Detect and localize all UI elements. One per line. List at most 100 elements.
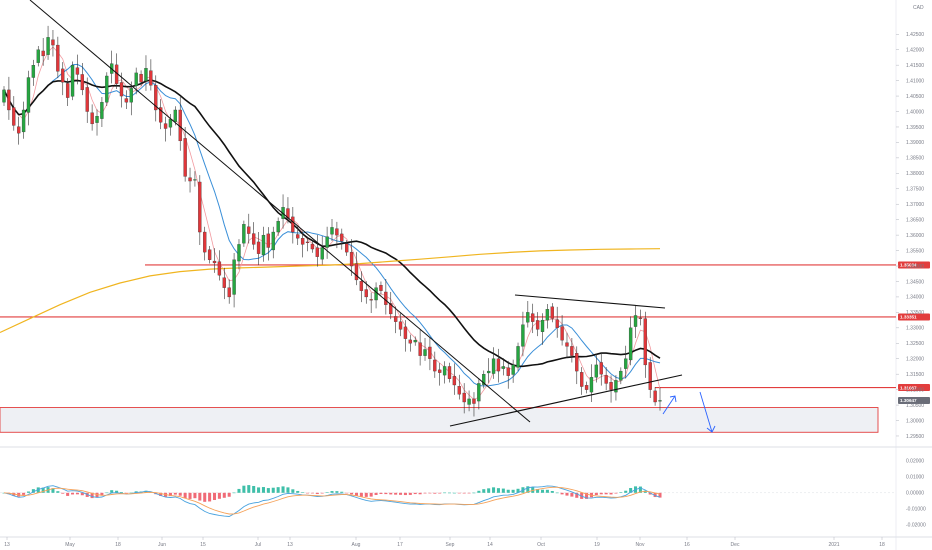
macd-histogram-bar (614, 492, 618, 494)
macd-histogram-bar (565, 492, 569, 496)
macd-histogram-bar (540, 489, 545, 493)
bullish-candle (193, 179, 197, 181)
time-tick-label: 2021 (828, 542, 839, 548)
macd-histogram-bar (526, 486, 530, 493)
macd-histogram-bar (462, 492, 466, 494)
bearish-candle (584, 385, 589, 390)
macd-histogram-bar (129, 492, 133, 494)
horizontal-levels: 1.35034 1.33351 1.31067 1.30647 (0, 261, 930, 405)
bearish-candle (291, 216, 295, 233)
macd-histogram-bar (232, 492, 236, 494)
macd-histogram-bar (208, 492, 212, 502)
bearish-candle (247, 226, 251, 234)
macd-histogram-bar (242, 485, 246, 493)
macd-histogram-bar (310, 492, 314, 494)
macd-histogram-bar (198, 492, 202, 501)
bearish-candle (379, 285, 383, 291)
moving-averages (0, 46, 661, 401)
bullish-candle (442, 366, 447, 376)
bullish-candle (477, 383, 481, 402)
bearish-candle (462, 392, 466, 403)
bearish-candle (354, 263, 359, 281)
arrow-head-down (706, 425, 716, 433)
bearish-candle (447, 366, 452, 379)
bearish-candle (403, 326, 408, 339)
bullish-candle (173, 109, 178, 122)
bearish-candle (408, 339, 412, 344)
macd-histogram-bar (66, 492, 70, 496)
price-tick-label: 1.38500 (906, 156, 924, 162)
price-tick-label: 1.38000 (906, 171, 924, 177)
bearish-candle (222, 277, 226, 288)
macd-histogram-bar (506, 489, 510, 493)
macd-histogram-bar (619, 492, 623, 493)
macd-histogram-bar (281, 486, 285, 493)
macd-histogram-bar (364, 492, 368, 497)
bullish-candle (614, 380, 618, 393)
macd-histogram-bar (472, 492, 476, 494)
macd-histogram-bar (487, 488, 491, 493)
macd-histogram-bar (536, 489, 540, 493)
bearish-candle (149, 70, 153, 86)
bearish-candle (217, 261, 222, 276)
price-tick-label: 1.40500 (906, 94, 924, 100)
bullish-candle (26, 77, 31, 113)
macd-histogram-bar (492, 487, 496, 493)
macd-histogram-bar (159, 492, 163, 496)
bullish-candle (144, 68, 148, 82)
macd-histogram-bar (315, 492, 319, 495)
bullish-candle (486, 370, 491, 374)
bullish-candle (594, 364, 599, 378)
bullish-candle (374, 287, 378, 301)
bullish-candle (628, 327, 633, 361)
bearish-candle (648, 362, 652, 390)
current-price-tag (898, 397, 930, 405)
bearish-candle (438, 369, 442, 373)
bearish-candle (335, 228, 339, 236)
macd-histogram-bar (511, 489, 515, 493)
macd-histogram-bar (203, 492, 207, 502)
bullish-candle (325, 236, 329, 248)
macd-tick-label: -0.02000 (906, 523, 926, 529)
level-price-label: 1.35034 (900, 263, 917, 268)
macd-histogram-bar (144, 490, 148, 493)
bullish-candle (36, 49, 40, 63)
macd-histogram-bar (75, 492, 79, 495)
bearish-candle (7, 89, 11, 111)
level-price-tag (898, 313, 930, 321)
macd-histogram-bar (624, 490, 628, 493)
bearish-candle (550, 306, 554, 319)
bearish-candle (359, 281, 364, 291)
bullish-candle (46, 37, 50, 55)
macd-histogram-bar (604, 492, 608, 495)
currency-label: CAD (913, 5, 924, 11)
bearish-candle (398, 321, 403, 330)
price-tick-label: 1.39500 (906, 125, 924, 131)
bullish-candle (105, 75, 109, 103)
time-tick-label: Dec (731, 542, 740, 548)
macd-histogram-bar (217, 492, 221, 499)
level-price-label: 1.31067 (900, 385, 917, 390)
macd-histogram-bar (629, 487, 633, 493)
price-tick-label: 1.34500 (906, 279, 924, 285)
macd-histogram-bar (36, 487, 40, 493)
current-price-label: 1.30647 (900, 398, 917, 403)
bullish-candle (516, 346, 520, 368)
macd-panel (0, 485, 896, 517)
bearish-candle (158, 107, 163, 123)
price-axis: 1.42500 1.42000 1.41500 1.41000 1.40500 1.400… (896, 32, 926, 529)
bullish-candle (320, 247, 324, 260)
bearish-candle (393, 316, 398, 322)
macd-histogram-bar (237, 488, 241, 493)
macd-histogram-bar (433, 492, 437, 494)
bearish-candle (349, 251, 354, 267)
bearish-candle (472, 398, 476, 404)
bullish-candle (100, 102, 104, 119)
macd-histogram-bar (394, 492, 398, 495)
macd-histogram-bar (413, 492, 417, 495)
macd-histogram-bar (286, 487, 290, 493)
price-tick-label: 1.32000 (906, 357, 924, 363)
macd-histogram-bar (570, 492, 574, 497)
time-tick-label: 17 (397, 542, 403, 548)
